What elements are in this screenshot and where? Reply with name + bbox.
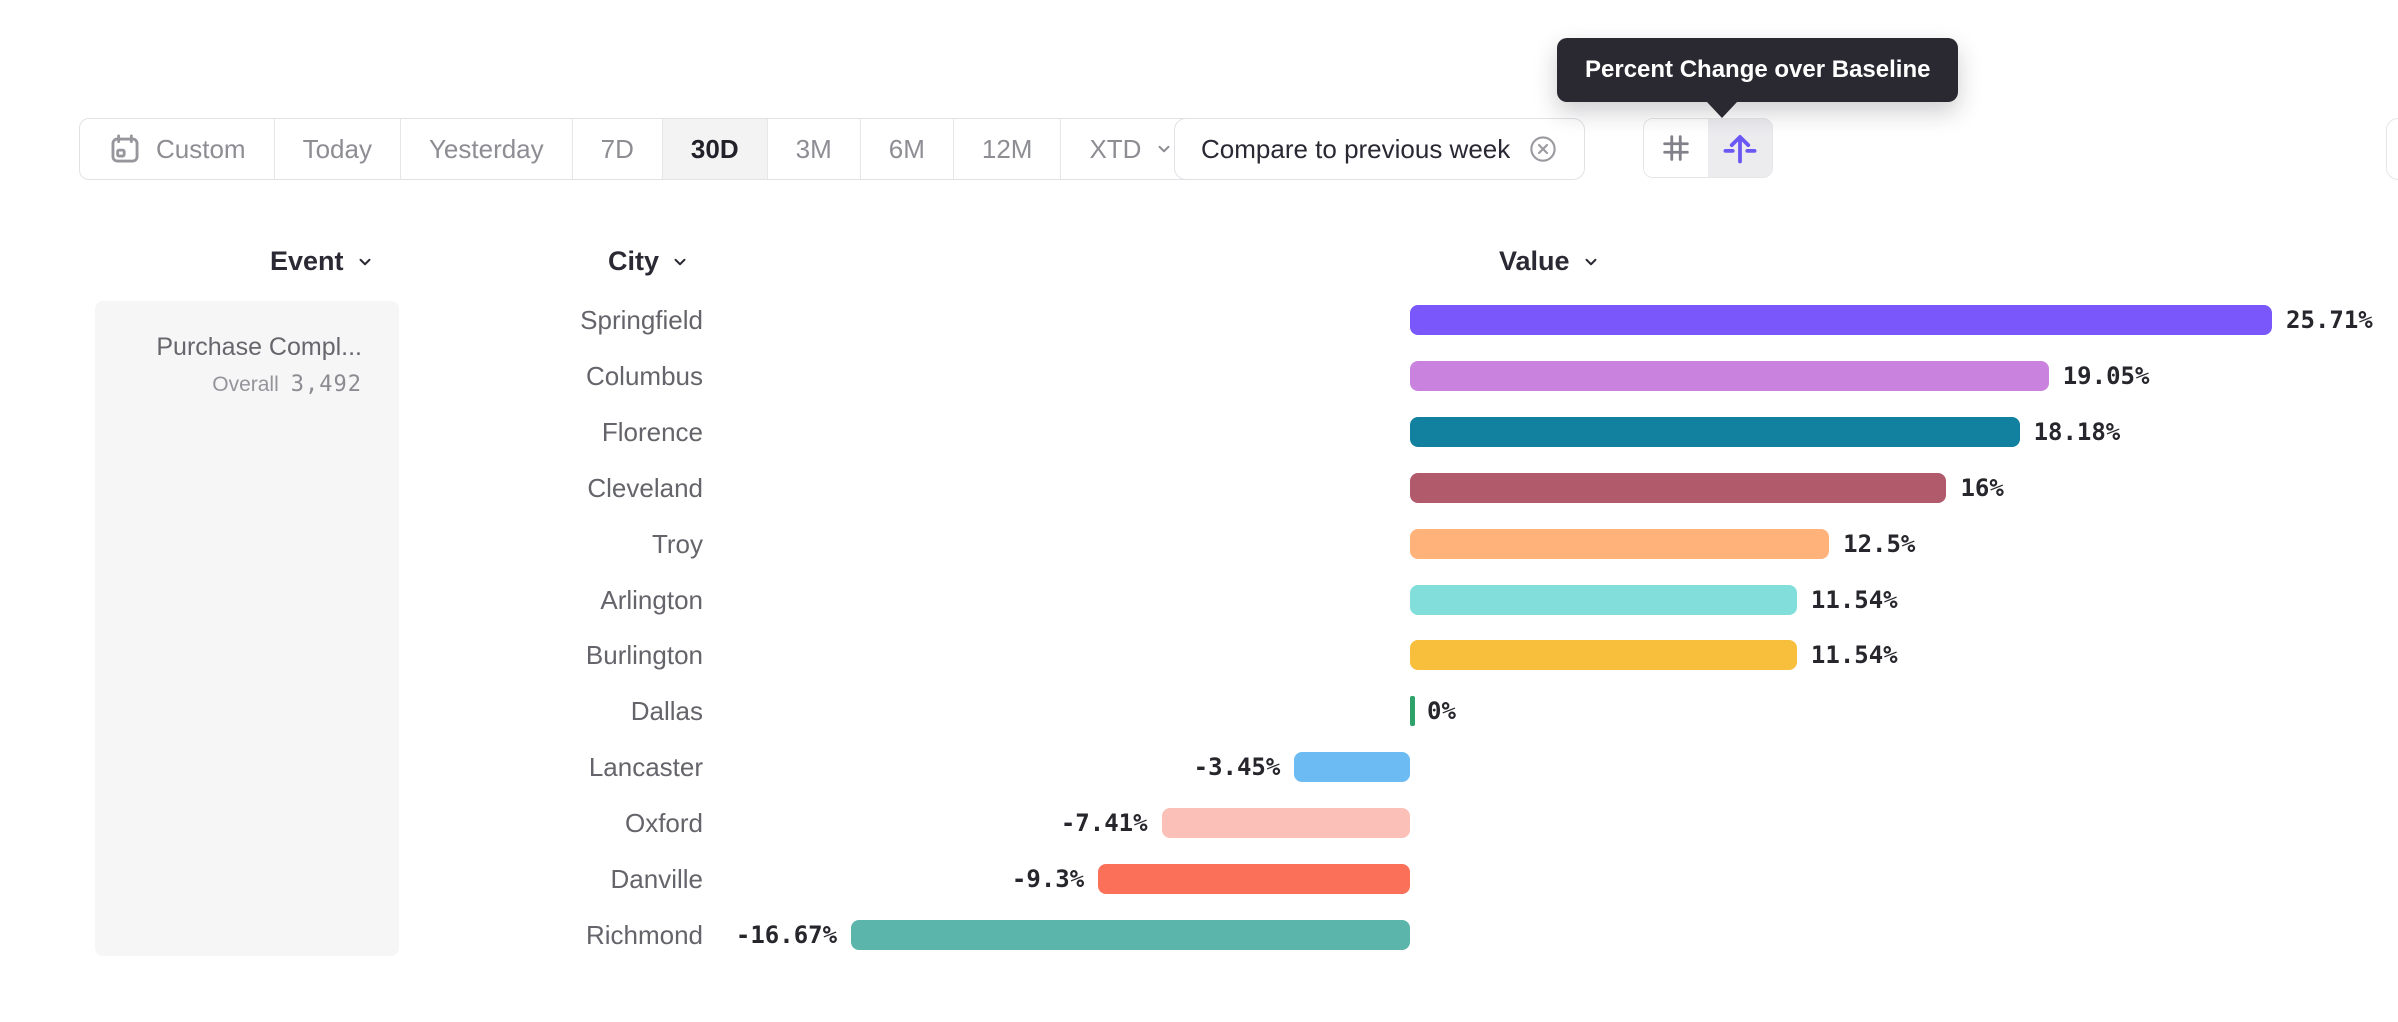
- bar-dallas[interactable]: [1410, 696, 1415, 727]
- compare-chip-label: Compare to previous week: [1201, 133, 1511, 164]
- close-circle-icon[interactable]: [1528, 134, 1558, 164]
- tooltip-text: Percent Change over Baseline: [1585, 56, 1931, 83]
- column-header-city-label: City: [608, 246, 660, 276]
- column-header-value-label: Value: [1499, 246, 1570, 276]
- chevron-down-icon: [1585, 258, 1597, 265]
- date-range-12m[interactable]: 12M: [954, 119, 1062, 179]
- bar-arlington[interactable]: [1410, 584, 1797, 615]
- date-range-label: 12M: [981, 133, 1033, 164]
- date-range-label: Custom: [156, 133, 246, 164]
- bar-value-label: 18.18%: [2033, 417, 2121, 446]
- bar-value-label: 16%: [1960, 473, 2004, 502]
- bar-value-label: -16.67%: [735, 920, 838, 949]
- bar-value-label: 0%: [1427, 697, 1456, 726]
- bar-value-label: 11.54%: [1810, 641, 1898, 670]
- event-card[interactable]: Purchase Compl... Overall 3,492: [95, 301, 399, 956]
- bar-troy[interactable]: [1410, 528, 1830, 559]
- city-label: Cleveland: [587, 472, 703, 503]
- date-range-yesterday[interactable]: Yesterday: [401, 119, 573, 179]
- city-label: Columbus: [585, 360, 703, 391]
- city-label: Burlington: [585, 640, 703, 671]
- bar-value-label: 11.54%: [1810, 585, 1898, 614]
- date-range-custom[interactable]: Custom: [80, 119, 275, 179]
- city-label: Arlington: [600, 584, 703, 615]
- date-range-6m[interactable]: 6M: [861, 119, 954, 179]
- city-label: Dallas: [630, 696, 703, 727]
- column-header-city[interactable]: City: [608, 246, 689, 277]
- city-label: Danville: [610, 864, 704, 894]
- column-header-event-label: Event: [270, 246, 344, 276]
- bar-florence[interactable]: [1410, 416, 2020, 447]
- bar-springfield[interactable]: [1410, 305, 2273, 335]
- date-range-xtd[interactable]: XTD: [1061, 119, 1201, 179]
- date-range-3m[interactable]: 3M: [768, 119, 861, 179]
- bar-burlington[interactable]: [1410, 640, 1797, 671]
- tooltip: Percent Change over Baseline: [1557, 38, 1959, 118]
- bar-cleveland[interactable]: [1410, 472, 1947, 503]
- bar-value-label: -7.41%: [1060, 809, 1148, 838]
- bar-richmond[interactable]: [851, 919, 1410, 950]
- tooltip-arrow: [1707, 102, 1737, 118]
- city-label: Oxford: [624, 808, 703, 839]
- date-range-label: 7D: [600, 133, 634, 164]
- percent-change-view-button[interactable]: [1708, 119, 1772, 177]
- city-label: Florence: [601, 416, 703, 447]
- column-header-event[interactable]: Event: [270, 246, 374, 277]
- date-range-label: 3M: [795, 133, 832, 164]
- chevron-down-icon: [359, 258, 371, 265]
- bar-value-label: -3.45%: [1193, 753, 1281, 782]
- calendar-icon: [111, 134, 139, 163]
- date-range-7d[interactable]: 7D: [573, 119, 663, 179]
- event-overall-label: Overall: [212, 373, 279, 396]
- city-label: Lancaster: [588, 752, 703, 783]
- date-range-segmented-control: Custom Today Yesterday 7D 30D 3M 6M 12M XTD: [79, 118, 1203, 180]
- bar-value-label: 25.71%: [2286, 306, 2373, 334]
- city-label: Richmond: [585, 919, 703, 950]
- bar-oxford[interactable]: [1161, 808, 1410, 839]
- date-range-label: Today: [302, 133, 372, 164]
- bar-value-label: 12.5%: [1843, 529, 1916, 558]
- percent-change-icon: [1723, 135, 1757, 164]
- bar-value-label: -9.3%: [1011, 865, 1085, 893]
- event-title: Purchase Compl...: [156, 333, 362, 361]
- city-label: Springfield: [580, 305, 703, 335]
- date-range-label: 30D: [690, 133, 739, 164]
- grid-view-button[interactable]: [1644, 119, 1708, 177]
- event-overall-value: 3,492: [290, 372, 362, 397]
- date-range-label: 6M: [888, 133, 925, 164]
- compare-chip[interactable]: Compare to previous week: [1174, 118, 1586, 180]
- hash-icon: [1663, 135, 1689, 161]
- bar-value-label: 19.05%: [2062, 361, 2150, 390]
- bar-lancaster[interactable]: [1294, 752, 1410, 783]
- view-mode-button-group: [1643, 118, 1773, 178]
- date-range-today[interactable]: Today: [275, 119, 401, 179]
- column-header-value[interactable]: Value: [1499, 246, 1600, 277]
- date-range-label: XTD: [1089, 133, 1142, 164]
- date-range-label: Yesterday: [428, 133, 544, 164]
- city-label: Troy: [651, 528, 703, 559]
- date-range-30d[interactable]: 30D: [662, 119, 768, 179]
- bar-danville[interactable]: [1098, 864, 1410, 894]
- event-overall: Overall 3,492: [95, 372, 362, 397]
- chevron-down-icon: [1158, 145, 1170, 153]
- cutoff-toolbar-button[interactable]: [2386, 118, 2398, 180]
- bar-columbus[interactable]: [1410, 360, 2049, 391]
- chevron-down-icon: [674, 258, 686, 265]
